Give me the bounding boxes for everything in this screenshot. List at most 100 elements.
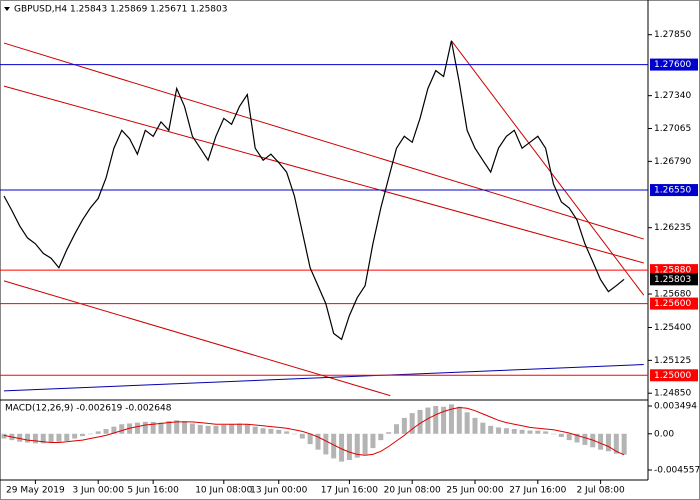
x-tick-label: 3 Jun 00:00 [72,486,124,496]
macd-bar [574,433,580,443]
macd-bar [174,420,180,434]
macd-bar [401,417,407,434]
macd-bar [252,426,258,434]
x-tick-label: 29 May 2019 [6,486,65,496]
macd-bar [370,433,376,449]
x-tick-label: 2 Jul 08:00 [576,486,625,496]
macd-bar [221,425,227,434]
macd-bar [1,433,7,439]
x-tick-label: 10 Jun 08:00 [195,486,252,496]
macd-bar [527,430,533,434]
macd-bar [331,433,337,459]
macd-bar [456,406,462,434]
macd-bar [613,433,619,454]
macd-bar [511,429,517,434]
macd-bar [362,433,368,455]
macd-bar [566,433,572,441]
y-tick-label: 0.00 [654,429,674,439]
macd-bar [605,433,611,452]
macd-title: MACD(12,26,9) -0.002619 -0.002648 [5,404,172,414]
macd-bar [472,417,478,434]
macd-bar [535,430,541,434]
macd-bar [291,433,297,435]
macd-bar [433,405,439,434]
macd-bar [87,433,93,435]
macd-bar [103,429,109,434]
y-tick-label: 1.25680 [654,290,691,300]
macd-bar [158,422,164,434]
y-tick-label: 1.27850 [654,30,691,40]
macd-bar [80,433,85,437]
y-tick-label: 0.003494 [654,402,697,412]
macd-bar [448,404,454,434]
macd-bar [346,433,352,461]
macd-bar [244,424,250,434]
price-line [3,40,625,341]
macd-bar [95,431,101,434]
macd-bar [48,433,54,443]
macd-bar [32,433,38,444]
macd-bar [205,425,211,434]
macd-bar [315,433,321,450]
macd-bar [260,428,266,434]
level-label-box [650,264,698,277]
trend-line [3,42,644,240]
macd-bar [378,433,384,441]
macd-bar [25,433,31,443]
x-tick-label: 20 Jun 08:00 [384,486,441,496]
level-label-box [650,58,698,71]
x-tick-label: 27 Jun 16:00 [509,486,566,496]
signal-line [3,406,625,456]
level-label: 1.27600 [654,60,691,70]
macd-bar [503,428,509,434]
macd-bar [142,421,148,434]
macd-bar [551,433,556,435]
macd-bar [582,433,588,445]
trend-line [3,280,391,397]
macd-bar [56,433,62,442]
level-label: 1.25600 [654,299,691,309]
macd-bar [268,429,274,434]
macd-bar [40,433,46,444]
price-label-box [650,273,698,286]
macd-bar [558,433,564,437]
macd-bar [213,425,219,434]
macd-bar [182,421,188,434]
macd-bar [111,426,117,434]
macd-bar [480,422,486,434]
macd-bar [464,412,470,434]
macd-bar [354,433,360,458]
macd-bar [417,409,423,434]
macd-bar [72,433,78,439]
macd-bar [17,433,23,442]
macd-bar [598,433,604,450]
macd-bar [323,433,329,455]
trend-line [3,85,644,264]
y-tick-label: 1.25125 [654,356,691,366]
y-tick-label: 1.25400 [654,323,691,333]
chart-title: GBPUSD,H4 1.25843 1.25869 1.25671 1.2580… [14,5,227,15]
macd-bar [488,425,494,434]
macd-bar [197,425,203,434]
y-tick-label: 1.27340 [654,91,691,101]
macd-bar [339,433,345,462]
macd-bar [189,423,195,434]
macd-bar [621,433,627,455]
macd-bar [496,427,502,434]
macd-bar [229,424,235,434]
macd-bar [543,431,549,434]
level-label: 1.25000 [654,371,691,381]
level-label: 1.26550 [654,186,691,196]
macd-bar [276,429,282,434]
macd-bar [386,432,392,434]
macd-bar [150,421,156,434]
menu-triangle [4,7,10,11]
macd-bar [237,423,242,434]
level-label-box [650,369,698,382]
macd-bar [519,429,525,434]
level-label: 1.25880 [654,266,691,276]
x-tick-label: 25 Jun 00:00 [446,486,503,496]
x-tick-label: 5 Jun 16:00 [127,486,179,496]
y-tick-label: -0.004557 [654,466,700,476]
